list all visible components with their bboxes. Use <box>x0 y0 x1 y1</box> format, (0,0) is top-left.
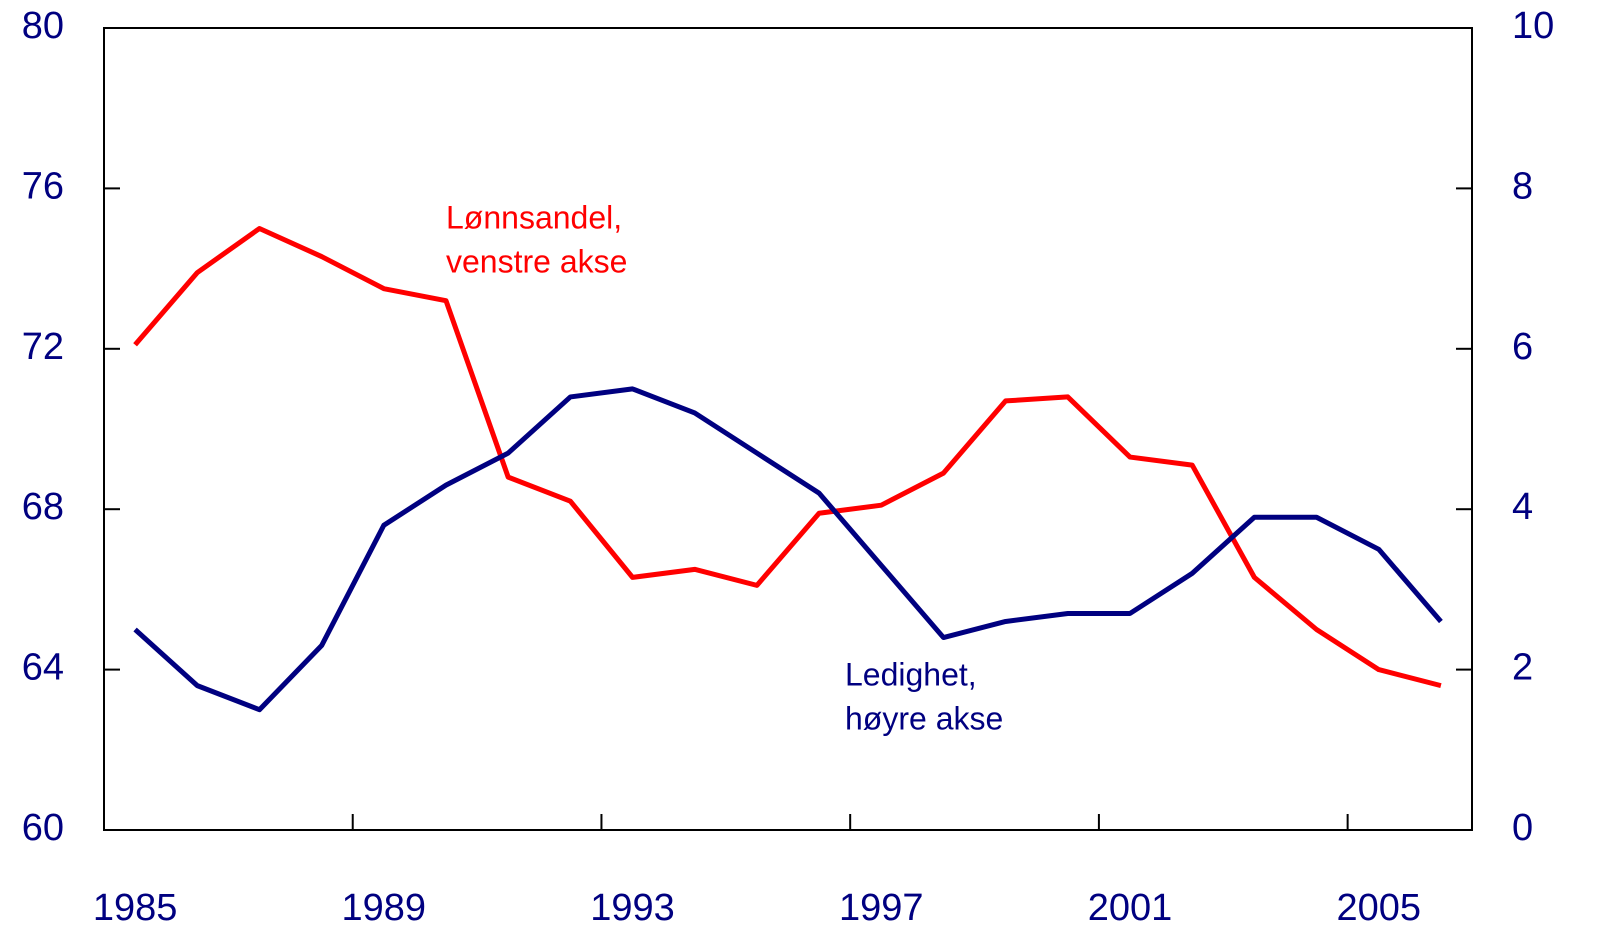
y2-tick-label: 2 <box>1512 647 1533 689</box>
y2-tick-label: 6 <box>1512 326 1533 368</box>
annotation: høyre akse <box>845 700 1003 736</box>
x-tick-label: 1993 <box>590 887 675 929</box>
y-tick-label: 72 <box>22 326 64 368</box>
y2-tick-label: 0 <box>1512 807 1533 849</box>
plot-frame <box>103 27 1473 831</box>
series-line <box>133 386 1443 713</box>
x-tick-label: 2001 <box>1088 887 1173 929</box>
x-tick-label: 1997 <box>839 887 924 929</box>
annotation: venstre akse <box>446 243 627 279</box>
y2-tick-label: 10 <box>1512 5 1554 47</box>
y-tick-label: 68 <box>22 486 64 528</box>
annotation: Ledighet, <box>845 656 977 692</box>
x-tick-label: 1989 <box>342 887 427 929</box>
annotation: Lønnsandel, <box>446 199 622 235</box>
y-tick-label: 64 <box>22 647 64 689</box>
y2-tick-label: 4 <box>1512 486 1533 528</box>
y-tick-label: 80 <box>22 5 64 47</box>
y-tick-label: 76 <box>22 165 64 207</box>
x-tick-label: 1985 <box>93 887 178 929</box>
series-line <box>133 226 1442 689</box>
y-tick-label: 60 <box>22 807 64 849</box>
x-tick-label: 2005 <box>1336 887 1421 929</box>
y2-tick-label: 8 <box>1512 165 1533 207</box>
